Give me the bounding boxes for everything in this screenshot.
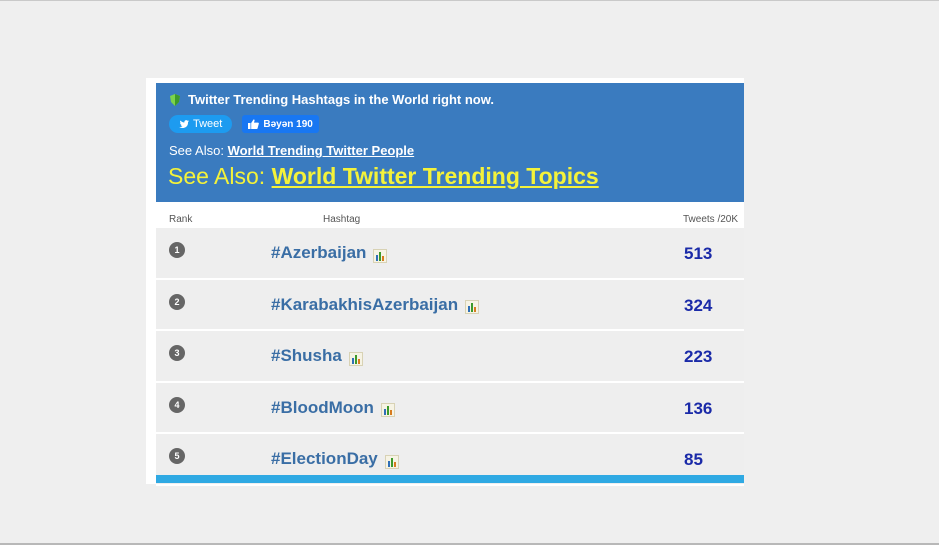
- bar-chart-icon[interactable]: [380, 403, 395, 418]
- column-header-tweets: Tweets /20K: [683, 214, 739, 225]
- table-row: 4 #BloodMoon 136: [156, 382, 744, 435]
- column-header-rank: Rank: [169, 214, 193, 225]
- rank-badge: 2: [169, 293, 185, 310]
- bottom-border: [0, 543, 939, 545]
- rank-badge: 3: [169, 345, 185, 362]
- table-header: Rank Hashtag Tweets /20K: [156, 214, 744, 228]
- like-button[interactable]: Bəyən 190: [242, 115, 319, 133]
- table-row: 1 #Azerbaijan 513: [156, 228, 744, 280]
- social-buttons: Tweet Bəyən 190: [169, 115, 319, 133]
- tweet-label: Tweet: [193, 118, 223, 130]
- tweet-count: 324: [684, 295, 713, 315]
- hashtag-cell: #BloodMoon: [271, 398, 395, 418]
- twitter-bird-icon: [179, 119, 189, 128]
- see-also-prefix: See Also:: [169, 143, 224, 158]
- shield-icon: [170, 93, 180, 106]
- bar-chart-icon[interactable]: [348, 351, 363, 366]
- title-row: Twitter Trending Hashtags in the World r…: [170, 92, 494, 107]
- see-also-people: See Also: World Trending Twitter People: [169, 143, 414, 158]
- hashtag-cell: #KarabakhisAzerbaijan: [271, 294, 480, 315]
- hashtag-cell: #Azerbaijan: [271, 243, 388, 263]
- column-header-hashtag: Hashtag: [323, 214, 361, 225]
- hashtag-cell: #Shusha: [271, 346, 363, 366]
- bottom-accent-bar: [156, 475, 744, 483]
- rank-badge: 4: [169, 396, 185, 413]
- trending-card: Twitter Trending Hashtags in the World r…: [146, 78, 744, 486]
- tweet-count: 85: [684, 450, 703, 470]
- bar-chart-icon[interactable]: [465, 300, 480, 315]
- tweet-count: 136: [684, 398, 713, 418]
- top-border: [0, 0, 939, 1]
- see-also-topics: See Also: World Twitter Trending Topics: [168, 163, 599, 190]
- like-label: Bəyən 190: [263, 118, 313, 130]
- hashtag-link[interactable]: #Shusha: [271, 346, 342, 366]
- hashtag-link[interactable]: #Azerbaijan: [271, 243, 367, 262]
- hashtag-table: 1 #Azerbaijan 513 2 #KarabakhisAzerbaija…: [156, 228, 744, 486]
- hashtag-cell: #ElectionDay: [271, 449, 399, 469]
- tweet-count: 223: [684, 347, 713, 367]
- tweet-count: 513: [684, 244, 713, 263]
- card-header: Twitter Trending Hashtags in the World r…: [156, 83, 744, 202]
- page-title: Twitter Trending Hashtags in the World r…: [188, 92, 494, 107]
- world-trending-people-link[interactable]: World Trending Twitter People: [227, 143, 415, 158]
- see-also-big-prefix: See Also:: [168, 163, 266, 189]
- bar-chart-icon[interactable]: [373, 248, 388, 263]
- table-row: 2 #KarabakhisAzerbaijan 324: [156, 279, 744, 332]
- tweet-button[interactable]: Tweet: [169, 115, 233, 133]
- hashtag-link[interactable]: #KarabakhisAzerbaijan: [271, 294, 459, 314]
- rank-badge: 1: [169, 242, 185, 258]
- world-trending-topics-link[interactable]: World Twitter Trending Topics: [271, 163, 599, 189]
- rank-badge: 5: [169, 448, 185, 465]
- hashtag-link[interactable]: #ElectionDay: [271, 449, 378, 469]
- bar-chart-icon[interactable]: [384, 454, 399, 469]
- card-left-edge: [146, 78, 156, 484]
- hashtag-link[interactable]: #BloodMoon: [271, 397, 374, 417]
- table-row: 3 #Shusha 223: [156, 331, 744, 383]
- thumbs-up-icon: [248, 119, 260, 129]
